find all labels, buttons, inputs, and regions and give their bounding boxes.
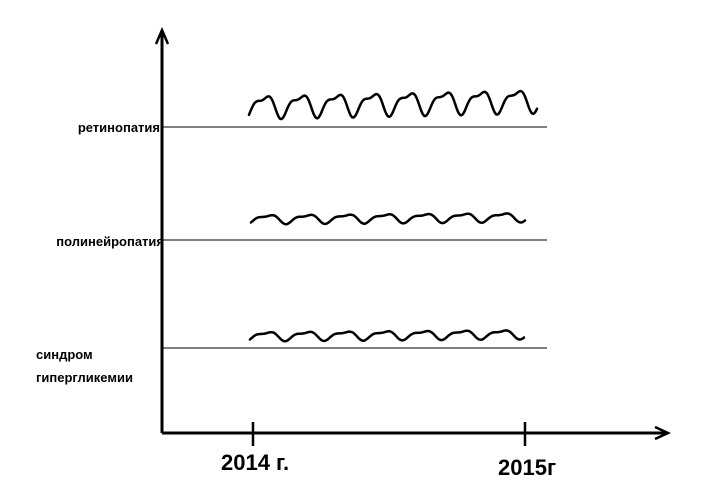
wavy-line [248, 329, 526, 343]
wavy-line [247, 89, 539, 121]
y-axis-arrow [154, 26, 170, 45]
x-label: 2014 г. [221, 450, 289, 475]
row-label: ретинопатия [78, 120, 160, 135]
row-label: синдром [36, 347, 93, 362]
wavy-line [249, 212, 527, 226]
x-axis-arrow [654, 425, 671, 441]
row-label: полинейропатия [56, 234, 164, 249]
row-label: гипергликемии [36, 370, 133, 385]
x-label: 2015г [498, 455, 556, 480]
